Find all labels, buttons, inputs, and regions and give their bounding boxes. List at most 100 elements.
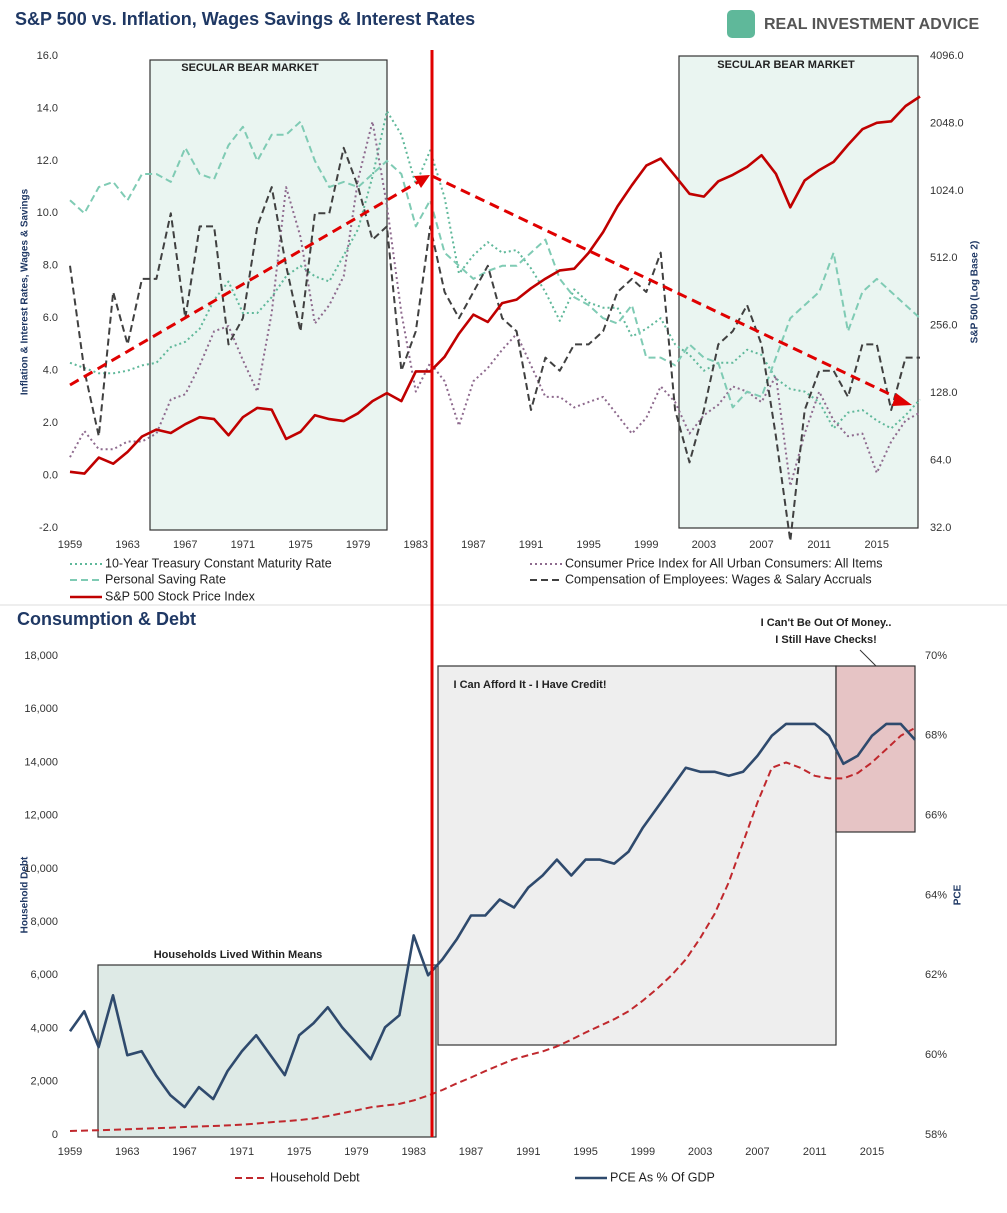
y2-tick-label: 64% [925,889,947,901]
series-line [69,146,920,543]
y-tick-label: 16,000 [24,703,58,715]
callout-line [859,649,877,667]
x-tick-label: 2015 [865,539,889,551]
legend-label: Consumer Price Index for All Urban Consu… [565,556,882,570]
annotation: SECULAR BEAR MARKET [717,59,855,71]
shaded-region [835,665,916,833]
logo-text: REAL INVESTMENT ADVICE [764,16,979,33]
legend-label: Compensation of Employees: Wages & Salar… [565,572,872,586]
x-tick-label: 1983 [404,539,428,551]
x-tick-label: 1995 [576,539,600,551]
y2-tick-label: 1024.0 [930,185,964,197]
x-tick-label: 2011 [803,1146,827,1158]
y-tick-label: 12.0 [37,155,58,167]
series-line [68,722,916,1109]
y-tick-label: 16.0 [37,50,58,62]
legend-label: 10-Year Treasury Constant Maturity Rate [105,556,332,570]
series-line [69,120,921,409]
shaded-region [437,665,837,1046]
y2-tick-label: 32.0 [930,522,951,534]
shaded-region [149,59,388,531]
y2-tick-label: 62% [925,969,947,981]
series-line [69,110,921,430]
y2-axis-label: PCE [953,884,964,905]
y-tick-label: 2,000 [30,1076,58,1088]
x-tick-label: 1987 [459,1146,483,1158]
annotation: I Still Have Checks! [775,634,877,646]
y2-tick-label: 4096.0 [930,50,964,62]
y2-tick-label: 256.0 [930,320,958,332]
y2-tick-label: 64.0 [930,454,951,466]
x-tick-label: 1991 [516,1146,540,1158]
y-tick-label: 14.0 [37,102,58,114]
legend-label: Personal Saving Rate [105,572,226,586]
x-tick-label: 2015 [860,1146,884,1158]
y-tick-label: 8,000 [30,916,58,928]
annotation: I Can Afford It - I Have Credit! [454,679,607,691]
y-axis-label: Household Debt [20,856,31,933]
y-tick-label: 12,000 [24,810,58,822]
y-tick-label: 18,000 [24,650,58,662]
arrow-head [414,175,430,188]
x-tick-label: 1967 [172,1146,196,1158]
x-tick-label: 1963 [115,539,139,551]
shaded-region [678,55,919,529]
y2-tick-label: 128.0 [930,387,958,399]
y2-tick-label: 512.0 [930,252,958,264]
chart-title: Consumption & Debt [17,609,196,629]
y-tick-label: 6,000 [30,969,58,981]
y2-tick-label: 66% [925,810,947,822]
annotation: Households Lived Within Means [154,949,323,961]
charts: S&P 500 vs. Inflation, Wages Savings & I… [15,9,981,1185]
trend-arrow [69,176,426,387]
y2-tick-label: 70% [925,650,947,662]
x-tick-label: 1975 [287,1146,311,1158]
x-tick-label: 1975 [288,539,312,551]
annotation: SECULAR BEAR MARKET [181,62,319,74]
y-tick-label: -2.0 [39,522,58,534]
x-tick-label: 1971 [230,1146,254,1158]
logo-icon [727,10,755,38]
legend-label: Household Debt [270,1170,360,1184]
x-tick-label: 1979 [344,1146,368,1158]
x-tick-label: 2007 [749,539,773,551]
x-tick-label: 2003 [692,539,716,551]
chart-title: S&P 500 vs. Inflation, Wages Savings & I… [15,9,475,29]
legend-label: S&P 500 Stock Price Index [105,589,256,603]
y2-tick-label: 60% [925,1049,947,1061]
x-tick-label: 2003 [688,1146,712,1158]
series-line [69,120,921,487]
y-tick-label: 0.0 [43,469,58,481]
y-tick-label: 8.0 [43,260,58,272]
x-tick-label: 1987 [461,539,485,551]
x-tick-label: 1999 [634,539,658,551]
x-tick-label: 1963 [115,1146,139,1158]
x-tick-label: 1991 [519,539,543,551]
y2-tick-label: 68% [925,730,947,742]
x-tick-label: 1959 [58,539,82,551]
y2-axis-label: S&P 500 (Log Base 2) [970,241,981,344]
x-tick-label: 1995 [573,1146,597,1158]
y-tick-label: 4.0 [43,365,58,377]
y2-tick-label: 58% [925,1129,947,1141]
series-line [69,727,916,1132]
logo: REAL INVESTMENT ADVICE [727,10,979,38]
y-tick-label: 10,000 [24,863,58,875]
x-tick-label: 2011 [807,539,831,551]
trend-arrow [431,174,903,402]
x-tick-label: 1983 [401,1146,425,1158]
x-tick-label: 1967 [173,539,197,551]
y-tick-label: 10.0 [37,207,58,219]
y-tick-label: 0 [52,1129,58,1141]
y2-tick-label: 2048.0 [930,117,964,129]
x-tick-label: 1999 [631,1146,655,1158]
series-line [69,95,921,475]
x-tick-label: 1979 [346,539,370,551]
x-tick-label: 1959 [58,1146,82,1158]
x-tick-label: 1971 [231,539,255,551]
arrow-head [892,393,912,406]
y-axis-label: Inflation & Interest Rates, Wages & Savi… [20,188,31,395]
y-tick-label: 14,000 [24,756,58,768]
annotation: I Can't Be Out Of Money.. [761,617,892,629]
